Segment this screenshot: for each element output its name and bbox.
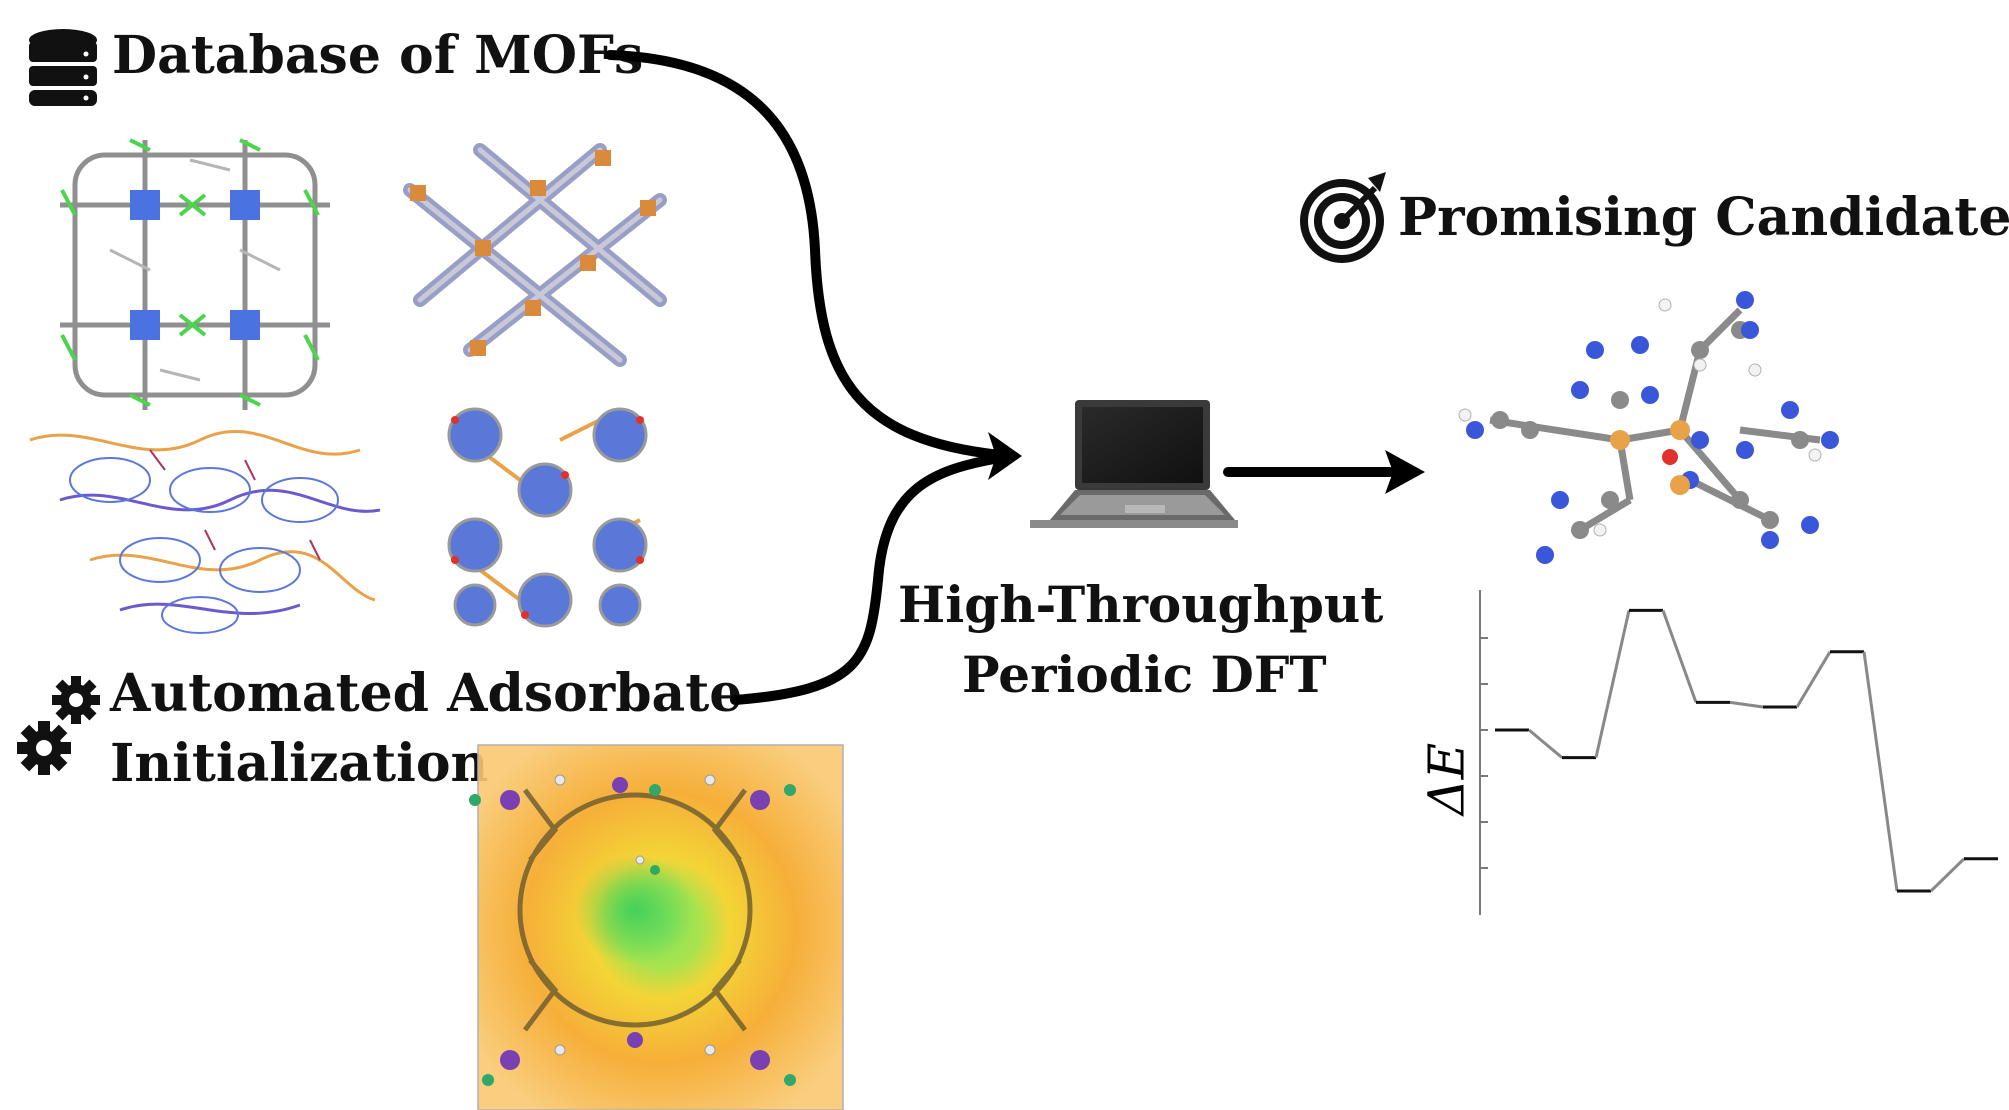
candidate-molecule	[1458, 291, 1839, 564]
database-label: Database of MOFs	[112, 25, 644, 86]
mof-structure-2	[403, 143, 667, 367]
energy-connector-6	[1929, 857, 1966, 893]
energy-connector-1	[1594, 610, 1631, 758]
laptop-icon	[1030, 400, 1238, 528]
energy-profile-plot	[1479, 590, 1998, 915]
adsorbate-density-cube	[469, 744, 844, 1110]
database-icon	[29, 29, 97, 106]
energy-connector-0	[1528, 728, 1563, 759]
arrowhead-candidates	[1385, 450, 1425, 494]
energy-connector-2	[1661, 609, 1698, 703]
energy-connector-4	[1795, 651, 1832, 708]
mof-structure-4	[447, 407, 648, 628]
flow-arrows	[605, 50, 1395, 705]
htdft-label-line1: High-Throughput	[898, 575, 1384, 634]
htdft-label-line2: Periodic DFT	[962, 645, 1327, 704]
automated-label-line1: Automated Adsorbate	[110, 663, 743, 724]
energy-connector-5	[1862, 651, 1899, 892]
arrow-adsorbate-to-dft	[730, 453, 1005, 705]
energy-axis-ticks	[1480, 637, 1488, 869]
gears-icon	[17, 676, 100, 775]
promising-candidates-label: Promising Candidates	[1398, 187, 2009, 248]
mof-structure-3	[29, 429, 381, 634]
arrow-database-to-dft	[605, 50, 1005, 460]
target-icon	[1300, 172, 1386, 263]
arrowhead-dft	[988, 432, 1022, 480]
energy-axis-label: ΔE	[1417, 742, 1476, 816]
automated-label-line2: Initialization	[110, 733, 489, 794]
mof-structure-1	[60, 138, 330, 410]
energy-connector-3	[1729, 700, 1764, 709]
